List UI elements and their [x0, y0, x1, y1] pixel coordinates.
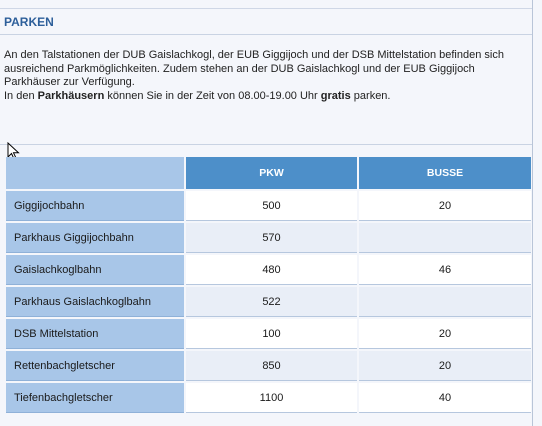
- row-pkw-value: 500: [262, 199, 281, 212]
- row-name: Gaislachkoglbahn: [6, 255, 184, 285]
- row-name: Parkhaus Gaislachkoglbahn: [6, 287, 184, 317]
- header-busse: BUSSE: [359, 157, 531, 189]
- row-busse: 20: [359, 319, 531, 349]
- row-name: Tiefenbachgletscher: [6, 383, 184, 413]
- intro-note-bold-parkhaeuser: Parkhäusern: [37, 89, 105, 102]
- row-busse: 20: [359, 191, 531, 221]
- row-busse-value: 20: [438, 327, 452, 340]
- row-busse: [359, 287, 531, 317]
- content-right-border: [532, 0, 533, 426]
- row-busse: 40: [359, 383, 531, 413]
- intro-note-post: parken.: [350, 89, 391, 102]
- row-busse: 46: [359, 255, 531, 285]
- table-row: Gaislachkoglbahn 480 46: [6, 255, 531, 285]
- row-busse-value: 20: [438, 359, 452, 372]
- row-pkw-value: 570: [262, 231, 281, 244]
- table-header-row: PKW BUSSE: [6, 157, 531, 189]
- row-pkw-value: 522: [262, 295, 281, 308]
- row-name: DSB Mittelstation: [6, 319, 184, 349]
- row-busse-value: 40: [438, 391, 452, 404]
- row-pkw: 500: [186, 191, 357, 221]
- table-row: Tiefenbachgletscher 1100 40: [6, 383, 531, 413]
- intro-text: An den Talstationen der DUB Gaislachkogl…: [4, 49, 524, 103]
- parking-table: PKW BUSSE Giggijochbahn 500 20 Parkhaus …: [4, 155, 533, 415]
- section-divider: [0, 144, 532, 145]
- table-row: DSB Mittelstation 100 20: [6, 319, 531, 349]
- row-busse: 20: [359, 351, 531, 381]
- heading-divider: [0, 34, 532, 35]
- row-name: Parkhaus Giggijochbahn: [6, 223, 184, 253]
- table-row: Giggijochbahn 500 20: [6, 191, 531, 221]
- row-name: Giggijochbahn: [6, 191, 184, 221]
- row-pkw-value: 100: [262, 327, 281, 340]
- header-corner-cell: [6, 157, 184, 189]
- intro-gratis-note: In den Parkhäusern können Sie in der Zei…: [4, 90, 524, 104]
- row-pkw-value: 1100: [259, 391, 284, 404]
- top-divider: [0, 8, 532, 9]
- row-busse-value: 20: [438, 199, 452, 212]
- row-name: Rettenbachgletscher: [6, 351, 184, 381]
- intro-paragraph: An den Talstationen der DUB Gaislachkogl…: [4, 49, 504, 88]
- row-pkw: 522: [186, 287, 357, 317]
- row-pkw: 850: [186, 351, 357, 381]
- row-pkw-value: 850: [262, 359, 281, 372]
- page-title: PARKEN: [4, 15, 54, 29]
- table-row: Parkhaus Gaislachkoglbahn 522: [6, 287, 531, 317]
- row-pkw: 1100: [186, 383, 357, 413]
- row-pkw: 100: [186, 319, 357, 349]
- row-pkw: 570: [186, 223, 357, 253]
- table-row: Rettenbachgletscher 850 20: [6, 351, 531, 381]
- row-pkw: 480: [186, 255, 357, 285]
- row-pkw-value: 480: [262, 263, 281, 276]
- intro-note-bold-gratis: gratis: [320, 89, 351, 102]
- row-busse: [359, 223, 531, 253]
- header-pkw: PKW: [186, 157, 357, 189]
- intro-note-mid: können Sie in der Zeit von 08.00-19.00 U…: [104, 89, 321, 102]
- intro-note-pre: In den: [4, 89, 38, 102]
- row-busse-value: 46: [438, 263, 452, 276]
- table-row: Parkhaus Giggijochbahn 570: [6, 223, 531, 253]
